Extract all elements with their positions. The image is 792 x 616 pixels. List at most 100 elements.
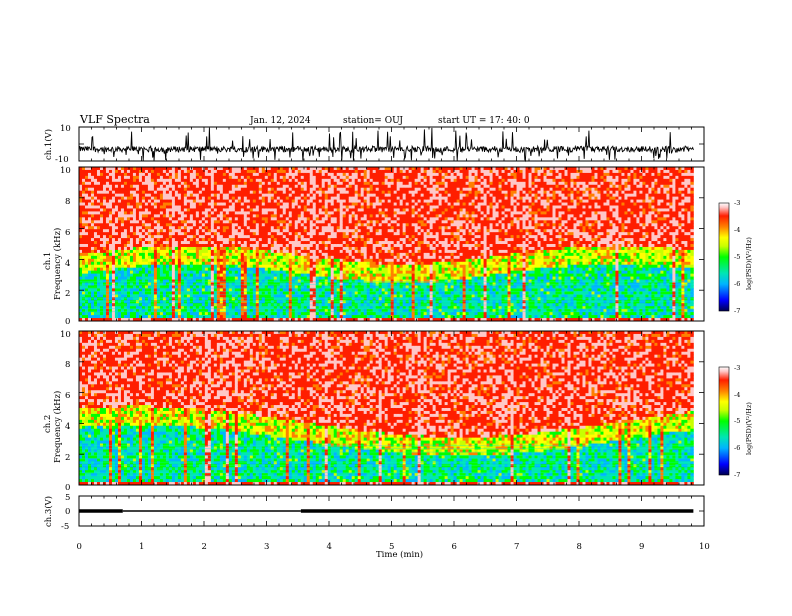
spectrogram-cell	[184, 291, 187, 294]
spectrogram-cell	[127, 173, 130, 176]
spectrogram-cell	[118, 247, 121, 250]
spectrogram-cell	[121, 253, 124, 256]
spectrogram-cell	[253, 312, 256, 315]
spectrogram-cell	[328, 277, 331, 280]
spectrogram-cell	[250, 194, 253, 197]
spectrogram-cell	[211, 291, 214, 294]
spectrogram-cell	[118, 235, 121, 238]
spectrogram-cell	[247, 277, 250, 280]
spectrogram-cell	[157, 250, 160, 253]
spectrogram-cell	[205, 297, 208, 300]
spectrogram-cell	[163, 259, 166, 262]
spectrogram-cell	[214, 247, 217, 250]
spectrogram-cell	[280, 211, 283, 214]
spectrogram-cell	[82, 214, 85, 217]
spectrogram-cell	[139, 268, 142, 271]
spectrogram-cell	[355, 250, 358, 253]
spectrogram-cell	[268, 262, 271, 265]
spectrogram-cell	[121, 312, 124, 315]
spectrogram-cell	[232, 170, 235, 173]
spectrogram-cell	[124, 300, 127, 303]
spectrogram-cell	[85, 214, 88, 217]
spectrogram-cell	[247, 306, 250, 309]
header-date: Jan. 12, 2024	[249, 116, 311, 126]
spectrogram-cell	[223, 206, 226, 209]
spectrogram-cell	[166, 170, 169, 173]
spectrogram-cell	[301, 285, 304, 288]
spectrogram-cell	[247, 229, 250, 232]
spectrogram-cell	[256, 211, 259, 214]
spectrogram-cell	[133, 306, 136, 309]
spectrogram-cell	[322, 262, 325, 265]
spectrogram-cell	[106, 283, 109, 286]
spectrogram-cell	[115, 241, 118, 244]
spectrogram-cell	[262, 170, 265, 173]
spectrogram-cell	[277, 291, 280, 294]
spectrogram-cell	[88, 265, 91, 268]
spectrogram-cell	[172, 182, 175, 185]
spectrogram-cell	[253, 226, 256, 229]
spectrogram-cell	[340, 291, 343, 294]
spectrogram-cell	[265, 188, 268, 191]
spectrogram-cell	[244, 191, 247, 194]
spectrogram-cell	[337, 256, 340, 259]
spectrogram-cell	[160, 220, 163, 223]
spectrogram-cell	[328, 229, 331, 232]
spectrogram-cell	[79, 247, 82, 250]
spectrogram-cell	[121, 173, 124, 176]
spectrogram-cell	[148, 265, 151, 268]
spectrogram-cell	[196, 179, 199, 182]
waveform-ch1-ytick-bottom: -10	[55, 155, 69, 165]
spectrogram-cell	[97, 247, 100, 250]
spectrogram-cell	[250, 191, 253, 194]
spectrogram-cell	[238, 220, 241, 223]
spectrogram-cell	[211, 200, 214, 203]
spectrogram-cell	[91, 315, 94, 318]
spectrogram-cell	[358, 229, 361, 232]
spectrogram-cell	[211, 300, 214, 303]
spectrogram-cell	[139, 271, 142, 274]
spectrogram-cell	[184, 253, 187, 256]
spectrogram-cell	[211, 220, 214, 223]
spectrogram-cell	[280, 226, 283, 229]
spectrogram-cell	[103, 220, 106, 223]
spectrogram-cell	[199, 191, 202, 194]
spectrogram-cell	[322, 167, 325, 170]
spectrogram-cell	[256, 315, 259, 318]
spectrogram-cell	[217, 306, 220, 309]
spectrogram-cell	[322, 208, 325, 211]
spectrogram-cell	[244, 179, 247, 182]
spectrogram-cell	[217, 229, 220, 232]
spectrogram-cell	[202, 291, 205, 294]
spectrogram-cell	[334, 274, 337, 277]
spectrogram-cell	[115, 247, 118, 250]
spectrogram-cell	[343, 277, 346, 280]
spectrogram-cell	[262, 300, 265, 303]
spectrogram-cell	[259, 265, 262, 268]
spectrogram-cell	[205, 170, 208, 173]
spectrogram-cell	[322, 176, 325, 179]
spectrogram-cell	[259, 297, 262, 300]
spectrogram-cell	[328, 173, 331, 176]
spectrogram-cell	[199, 244, 202, 247]
spectrogram-cell	[220, 220, 223, 223]
spectrogram-cell	[112, 191, 115, 194]
spectrogram-cell	[136, 223, 139, 226]
spectrogram-cell	[283, 285, 286, 288]
spectrogram-cell	[328, 306, 331, 309]
spectrogram-cell	[97, 182, 100, 185]
spectrogram-cell	[85, 223, 88, 226]
spectrogram-cell	[91, 238, 94, 241]
spectrogram-cell	[334, 300, 337, 303]
spectrogram-cell	[187, 268, 190, 271]
spectrogram-cell	[214, 170, 217, 173]
spectrogram-cell	[196, 262, 199, 265]
spectrogram-cell	[151, 200, 154, 203]
spectrogram-cell	[355, 277, 358, 280]
spectrogram-cell	[106, 214, 109, 217]
spectrogram-cell	[88, 206, 91, 209]
spectrogram-cell	[151, 208, 154, 211]
spectrogram-cell	[208, 191, 211, 194]
spectrogram-cell	[166, 206, 169, 209]
spectrogram-cell	[277, 283, 280, 286]
